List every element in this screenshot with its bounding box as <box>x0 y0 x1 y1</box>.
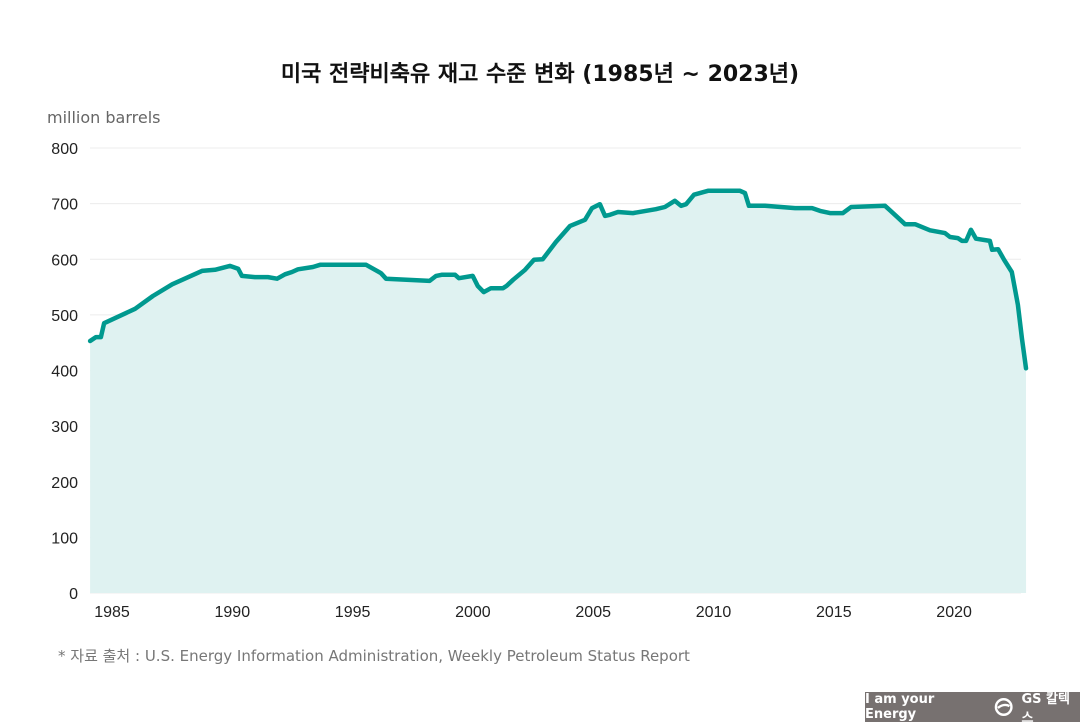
logo-brand: GS 칼텍스 <box>1021 688 1080 726</box>
y-tick-label: 200 <box>51 475 78 492</box>
y-tick-label: 600 <box>51 252 78 269</box>
x-tick-label: 2010 <box>696 604 732 621</box>
x-tick-label: 1995 <box>335 604 371 621</box>
logo-slogan: I am your Energy <box>865 692 986 722</box>
area-fill <box>90 191 1026 593</box>
y-tick-label: 100 <box>51 530 78 547</box>
x-tick-label: 2020 <box>936 604 972 621</box>
y-tick-label: 700 <box>51 197 78 214</box>
y-tick-label: 800 <box>51 141 78 158</box>
x-tick-label: 2000 <box>455 604 491 621</box>
y-tick-label: 0 <box>69 586 78 603</box>
y-tick-label: 400 <box>51 364 78 381</box>
y-tick-label: 300 <box>51 419 78 436</box>
source-note: * 자료 출처 : U.S. Energy Information Admini… <box>58 645 690 666</box>
gs-logo-icon <box>994 697 1013 717</box>
brand-logo: I am your Energy GS 칼텍스 <box>865 692 1080 722</box>
x-tick-label: 2015 <box>816 604 852 621</box>
x-tick-label: 2005 <box>575 604 611 621</box>
x-tick-label: 1985 <box>94 604 130 621</box>
x-tick-label: 1990 <box>215 604 251 621</box>
y-tick-label: 500 <box>51 308 78 325</box>
